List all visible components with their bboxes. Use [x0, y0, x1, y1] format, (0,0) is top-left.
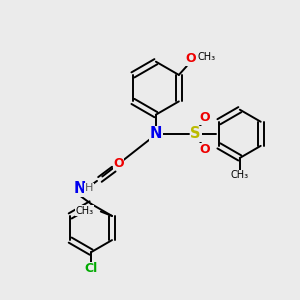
Text: O: O [113, 157, 124, 170]
Text: CH₃: CH₃ [231, 170, 249, 180]
Text: N: N [74, 181, 86, 196]
Text: O: O [199, 143, 210, 157]
Text: H: H [85, 183, 93, 193]
Text: O: O [199, 111, 210, 124]
Text: CH₃: CH₃ [76, 206, 94, 216]
Text: Cl: Cl [85, 262, 98, 275]
Text: S: S [190, 126, 201, 141]
Text: O: O [185, 52, 196, 65]
Text: N: N [150, 126, 162, 141]
Text: CH₃: CH₃ [198, 52, 216, 62]
